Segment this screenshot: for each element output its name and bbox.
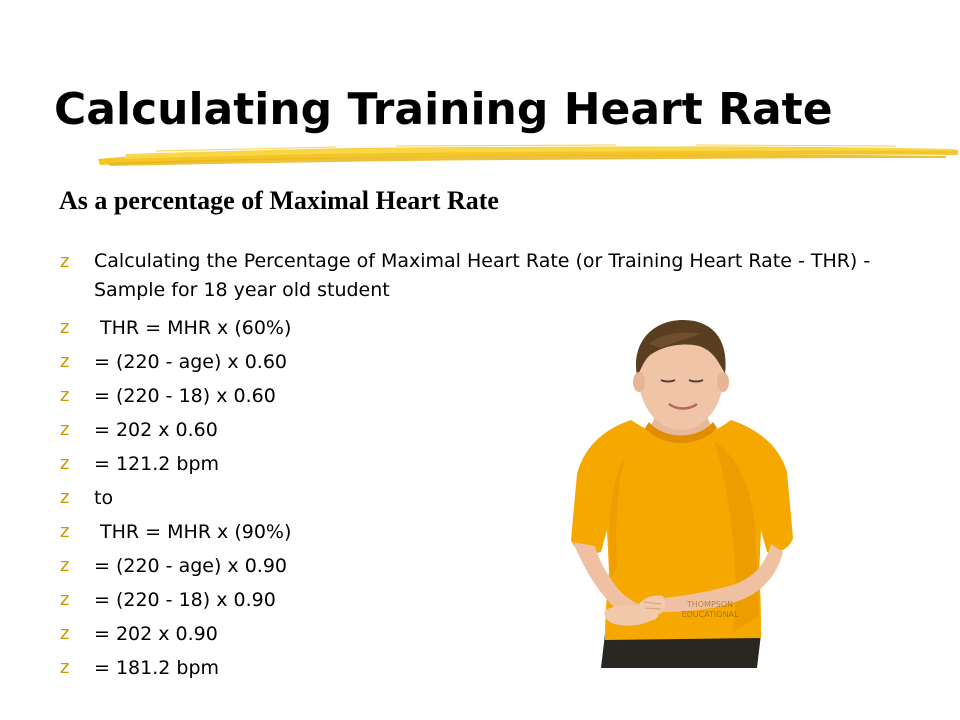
bullet-glyph: z xyxy=(60,589,70,610)
bullet-glyph: z xyxy=(60,487,70,508)
yellow-brush-stroke xyxy=(98,144,958,166)
slide-title: Calculating Training Heart Rate xyxy=(54,84,833,135)
bullet-glyph: z xyxy=(60,453,70,474)
bullet-glyph: z xyxy=(60,317,70,338)
bullet-text: = (220 - age) x 0.90 xyxy=(94,555,288,577)
boy-checking-pulse-photo xyxy=(571,320,793,668)
bullet-glyph: z xyxy=(60,385,70,406)
bullet-glyph: z xyxy=(60,419,70,440)
bullet-glyph: z xyxy=(60,521,70,542)
bullet-glyph: z xyxy=(60,657,70,678)
bullet-text: = 121.2 bpm xyxy=(94,453,220,475)
bullet-glyph: z xyxy=(60,251,70,272)
bullet-text: = (220 - 18) x 0.60 xyxy=(94,385,276,407)
bullet-text: = 202 x 0.90 xyxy=(94,623,218,645)
bullet-text: = 181.2 bpm xyxy=(94,657,220,679)
bullet-text: THR = MHR x (60%) xyxy=(94,317,292,339)
bullet-glyph: z xyxy=(60,351,70,372)
bullet-text: THR = MHR x (90%) xyxy=(94,521,292,543)
bullet-glyph: z xyxy=(60,555,70,576)
bullet-text: = (220 - age) x 0.60 xyxy=(94,351,288,373)
slide-subtitle: As a percentage of Maximal Heart Rate xyxy=(59,186,499,215)
bullet-glyph: z xyxy=(60,623,70,644)
bullet-text: = (220 - 18) x 0.90 xyxy=(94,589,276,611)
photo-watermark: THOMPSON EDUCATIONAL xyxy=(681,600,739,619)
bullet-text: Calculating the Percentage of Maximal He… xyxy=(94,250,871,301)
bullet-text: to xyxy=(94,487,114,509)
bullet-text: = 202 x 0.60 xyxy=(94,419,218,441)
